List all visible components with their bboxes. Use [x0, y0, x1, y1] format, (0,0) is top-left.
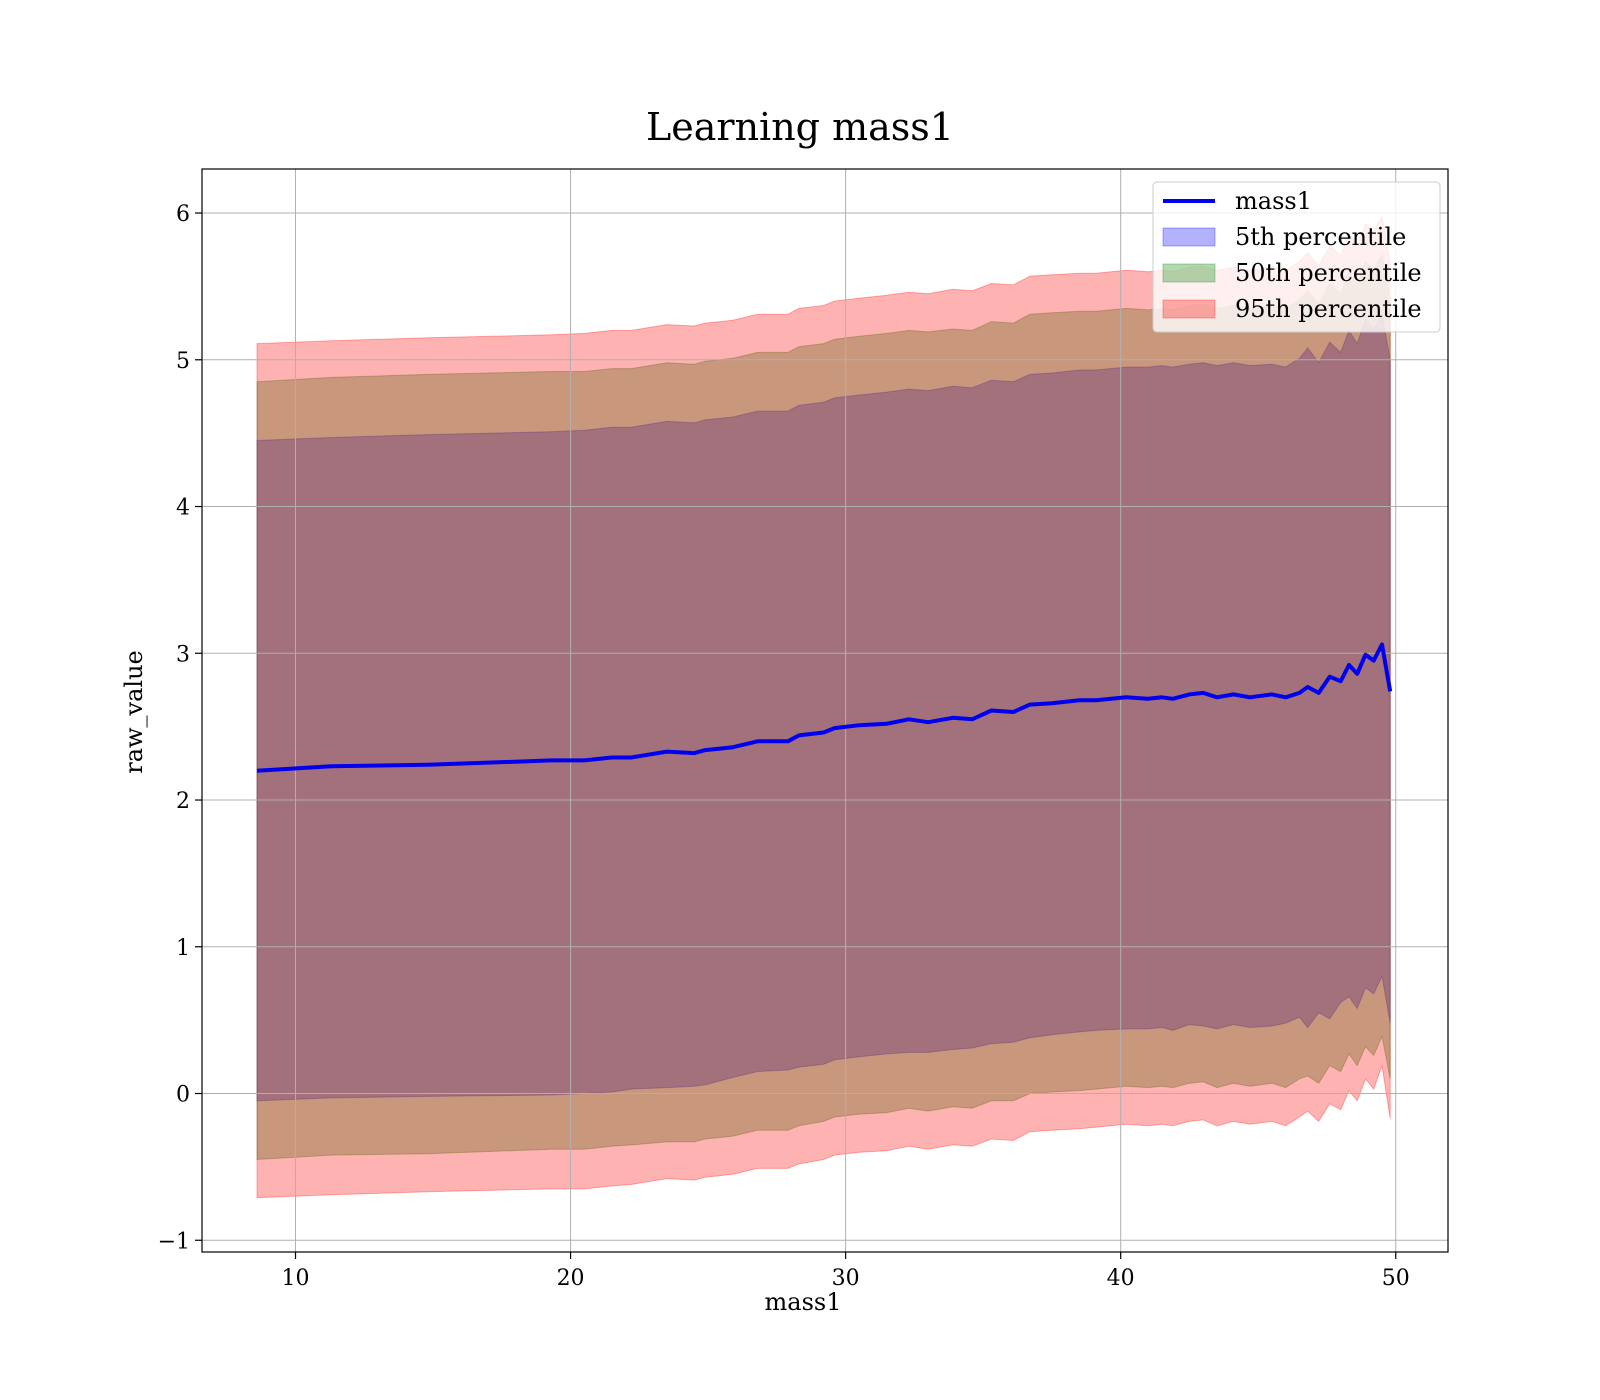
y-tick-label: 6: [176, 202, 190, 227]
legend-label: 95th percentile: [1235, 295, 1422, 323]
x-axis-ticks: 10 20 30 40 50: [282, 1252, 1410, 1291]
y-tick-label: 4: [176, 496, 190, 521]
legend-label: mass1: [1235, 187, 1312, 215]
band-50th-percentile: [256, 252, 1391, 1161]
legend: mass1 5th percentile 50th percentile 95th p…: [1152, 181, 1441, 333]
y-tick-label: 0: [176, 1083, 190, 1108]
legend-swatch-band: [1162, 227, 1216, 247]
y-tick-label: 1: [176, 936, 190, 961]
legend-swatch-band: [1162, 299, 1216, 319]
legend-label: 50th percentile: [1235, 259, 1422, 287]
y-axis-ticks: −1 0 1 2 3 4 5 6: [158, 202, 202, 1254]
y-axis-label: raw_value: [120, 650, 148, 774]
x-tick-label: 30: [832, 1266, 860, 1291]
x-tick-label: 50: [1382, 1266, 1410, 1291]
y-tick-label: 5: [176, 349, 190, 374]
chart-title: Learning mass1: [646, 105, 954, 149]
series-line-mass1: [256, 642, 1393, 773]
x-tick-label: 40: [1107, 1266, 1135, 1291]
x-tick-label: 20: [557, 1266, 585, 1291]
band-5th-percentile: [256, 312, 1391, 1102]
x-axis-label: mass1: [765, 1288, 842, 1316]
y-tick-label: −1: [158, 1229, 190, 1254]
percentile-bands: [256, 214, 1391, 1199]
legend-swatch-band: [1162, 263, 1216, 283]
band-95th-percentile: [256, 214, 1391, 1199]
y-tick-label: 3: [176, 642, 190, 667]
series-lines: [256, 642, 1393, 773]
legend-label: 5th percentile: [1235, 223, 1406, 251]
grid-lines: [202, 169, 1448, 1252]
plot-frame: [201, 168, 1449, 1253]
x-tick-label: 10: [282, 1266, 310, 1291]
y-tick-label: 2: [176, 789, 190, 814]
legend-box: [1152, 181, 1441, 333]
